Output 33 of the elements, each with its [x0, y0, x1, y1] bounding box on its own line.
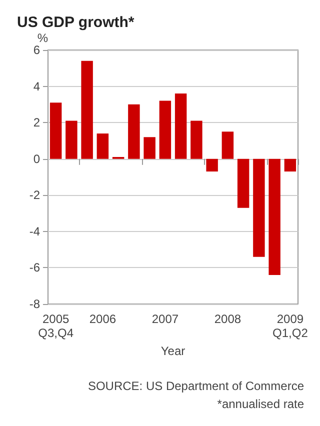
x-tick-label: 2009 Q1,Q2: [272, 312, 308, 340]
x-tick-label: 2006: [89, 312, 116, 326]
y-tick-label: -8: [29, 297, 40, 311]
bar: [50, 102, 62, 159]
bar: [237, 158, 250, 208]
y-tick-label: 4: [33, 79, 40, 94]
y-tick-label: 6: [33, 43, 40, 57]
bar: [206, 158, 218, 172]
y-tick-label: 2: [33, 116, 40, 130]
y-tick-label: -4: [29, 224, 40, 238]
bar: [284, 158, 296, 172]
bar: [268, 158, 280, 275]
y-tick-label: -2: [29, 188, 40, 202]
bar: [174, 94, 187, 159]
x-tick-label: 2007: [152, 312, 179, 326]
bar: [253, 158, 265, 257]
chart-title: US GDP growth*: [17, 14, 134, 31]
bar: [96, 133, 109, 159]
bar: [66, 120, 78, 159]
x-axis-title: Year: [160, 344, 186, 358]
y-tick-label: 0: [33, 152, 40, 166]
y-tick-label: -6: [29, 260, 40, 275]
source-note: SOURCE: US Department of Commerce: [88, 379, 304, 393]
bar: [159, 100, 172, 159]
bar: [144, 137, 156, 159]
x-tick-label: 2005 Q3,Q4: [38, 312, 74, 340]
x-tick-label: 2008: [214, 312, 242, 326]
bar: [190, 120, 202, 159]
bar: [81, 60, 93, 159]
y-axis-title: %: [37, 31, 48, 45]
text: *annualised rate: [217, 397, 304, 411]
bar: [128, 104, 140, 159]
bar: [222, 132, 234, 159]
